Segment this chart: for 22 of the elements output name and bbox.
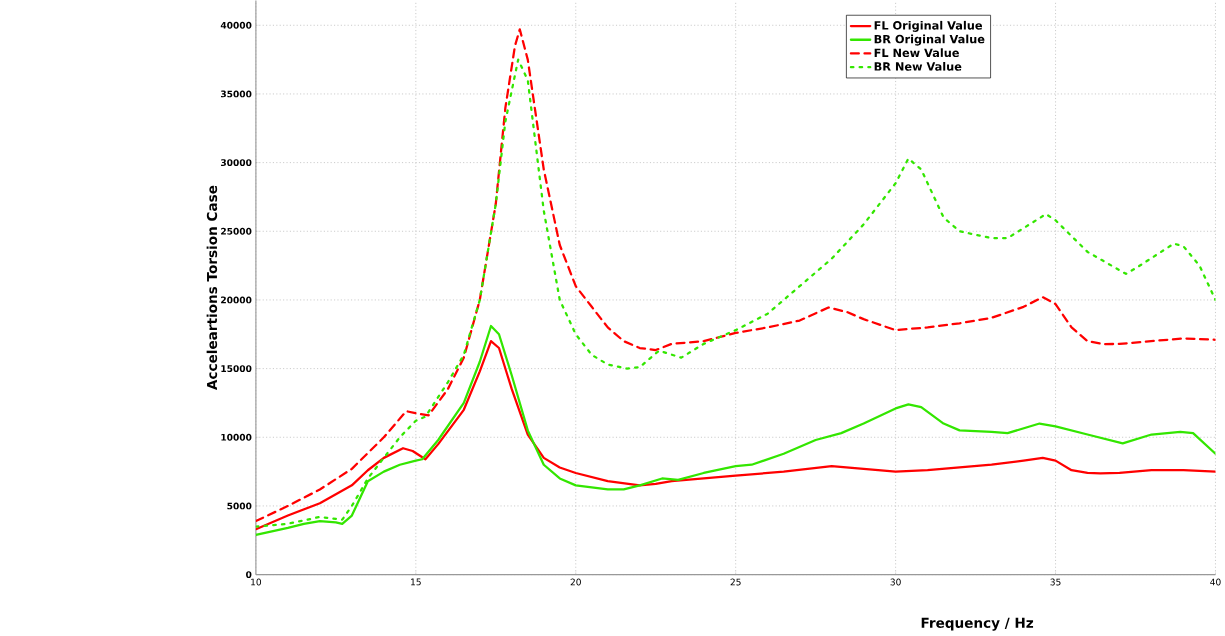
x-tick-label: 40 [1210, 578, 1221, 586]
x-tick-label: 15 [411, 578, 421, 586]
y-tick-label: 0 [246, 570, 252, 578]
y-tick-label: 35000 [220, 90, 252, 98]
legend-label: BR New Value [874, 61, 962, 71]
x-tick-label: 30 [890, 578, 901, 586]
y-tick-label: 40000 [220, 21, 252, 29]
y-tick-label: 10000 [221, 433, 252, 441]
y-tick-label: 30000 [220, 158, 252, 166]
x-tick-label: 25 [730, 578, 741, 586]
y-tick-label: 20000 [221, 296, 252, 304]
legend-label: FL New Value [874, 48, 959, 57]
y-axis-title: Acceleartions Torsion Case [206, 185, 218, 390]
x-tick-label: 10 [251, 578, 262, 586]
y-tick-label: 15000 [221, 364, 252, 372]
y-tick-label: 5000 [227, 502, 252, 510]
x-tick-label: 20 [570, 578, 581, 586]
x-tick-label: 35 [1050, 578, 1061, 586]
y-tick-label: 25000 [221, 227, 252, 235]
x-axis-title: Frequency / Hz [921, 617, 1034, 631]
legend-label: BR Original Value [874, 34, 985, 46]
legend-label: FL Original Value [874, 20, 983, 32]
